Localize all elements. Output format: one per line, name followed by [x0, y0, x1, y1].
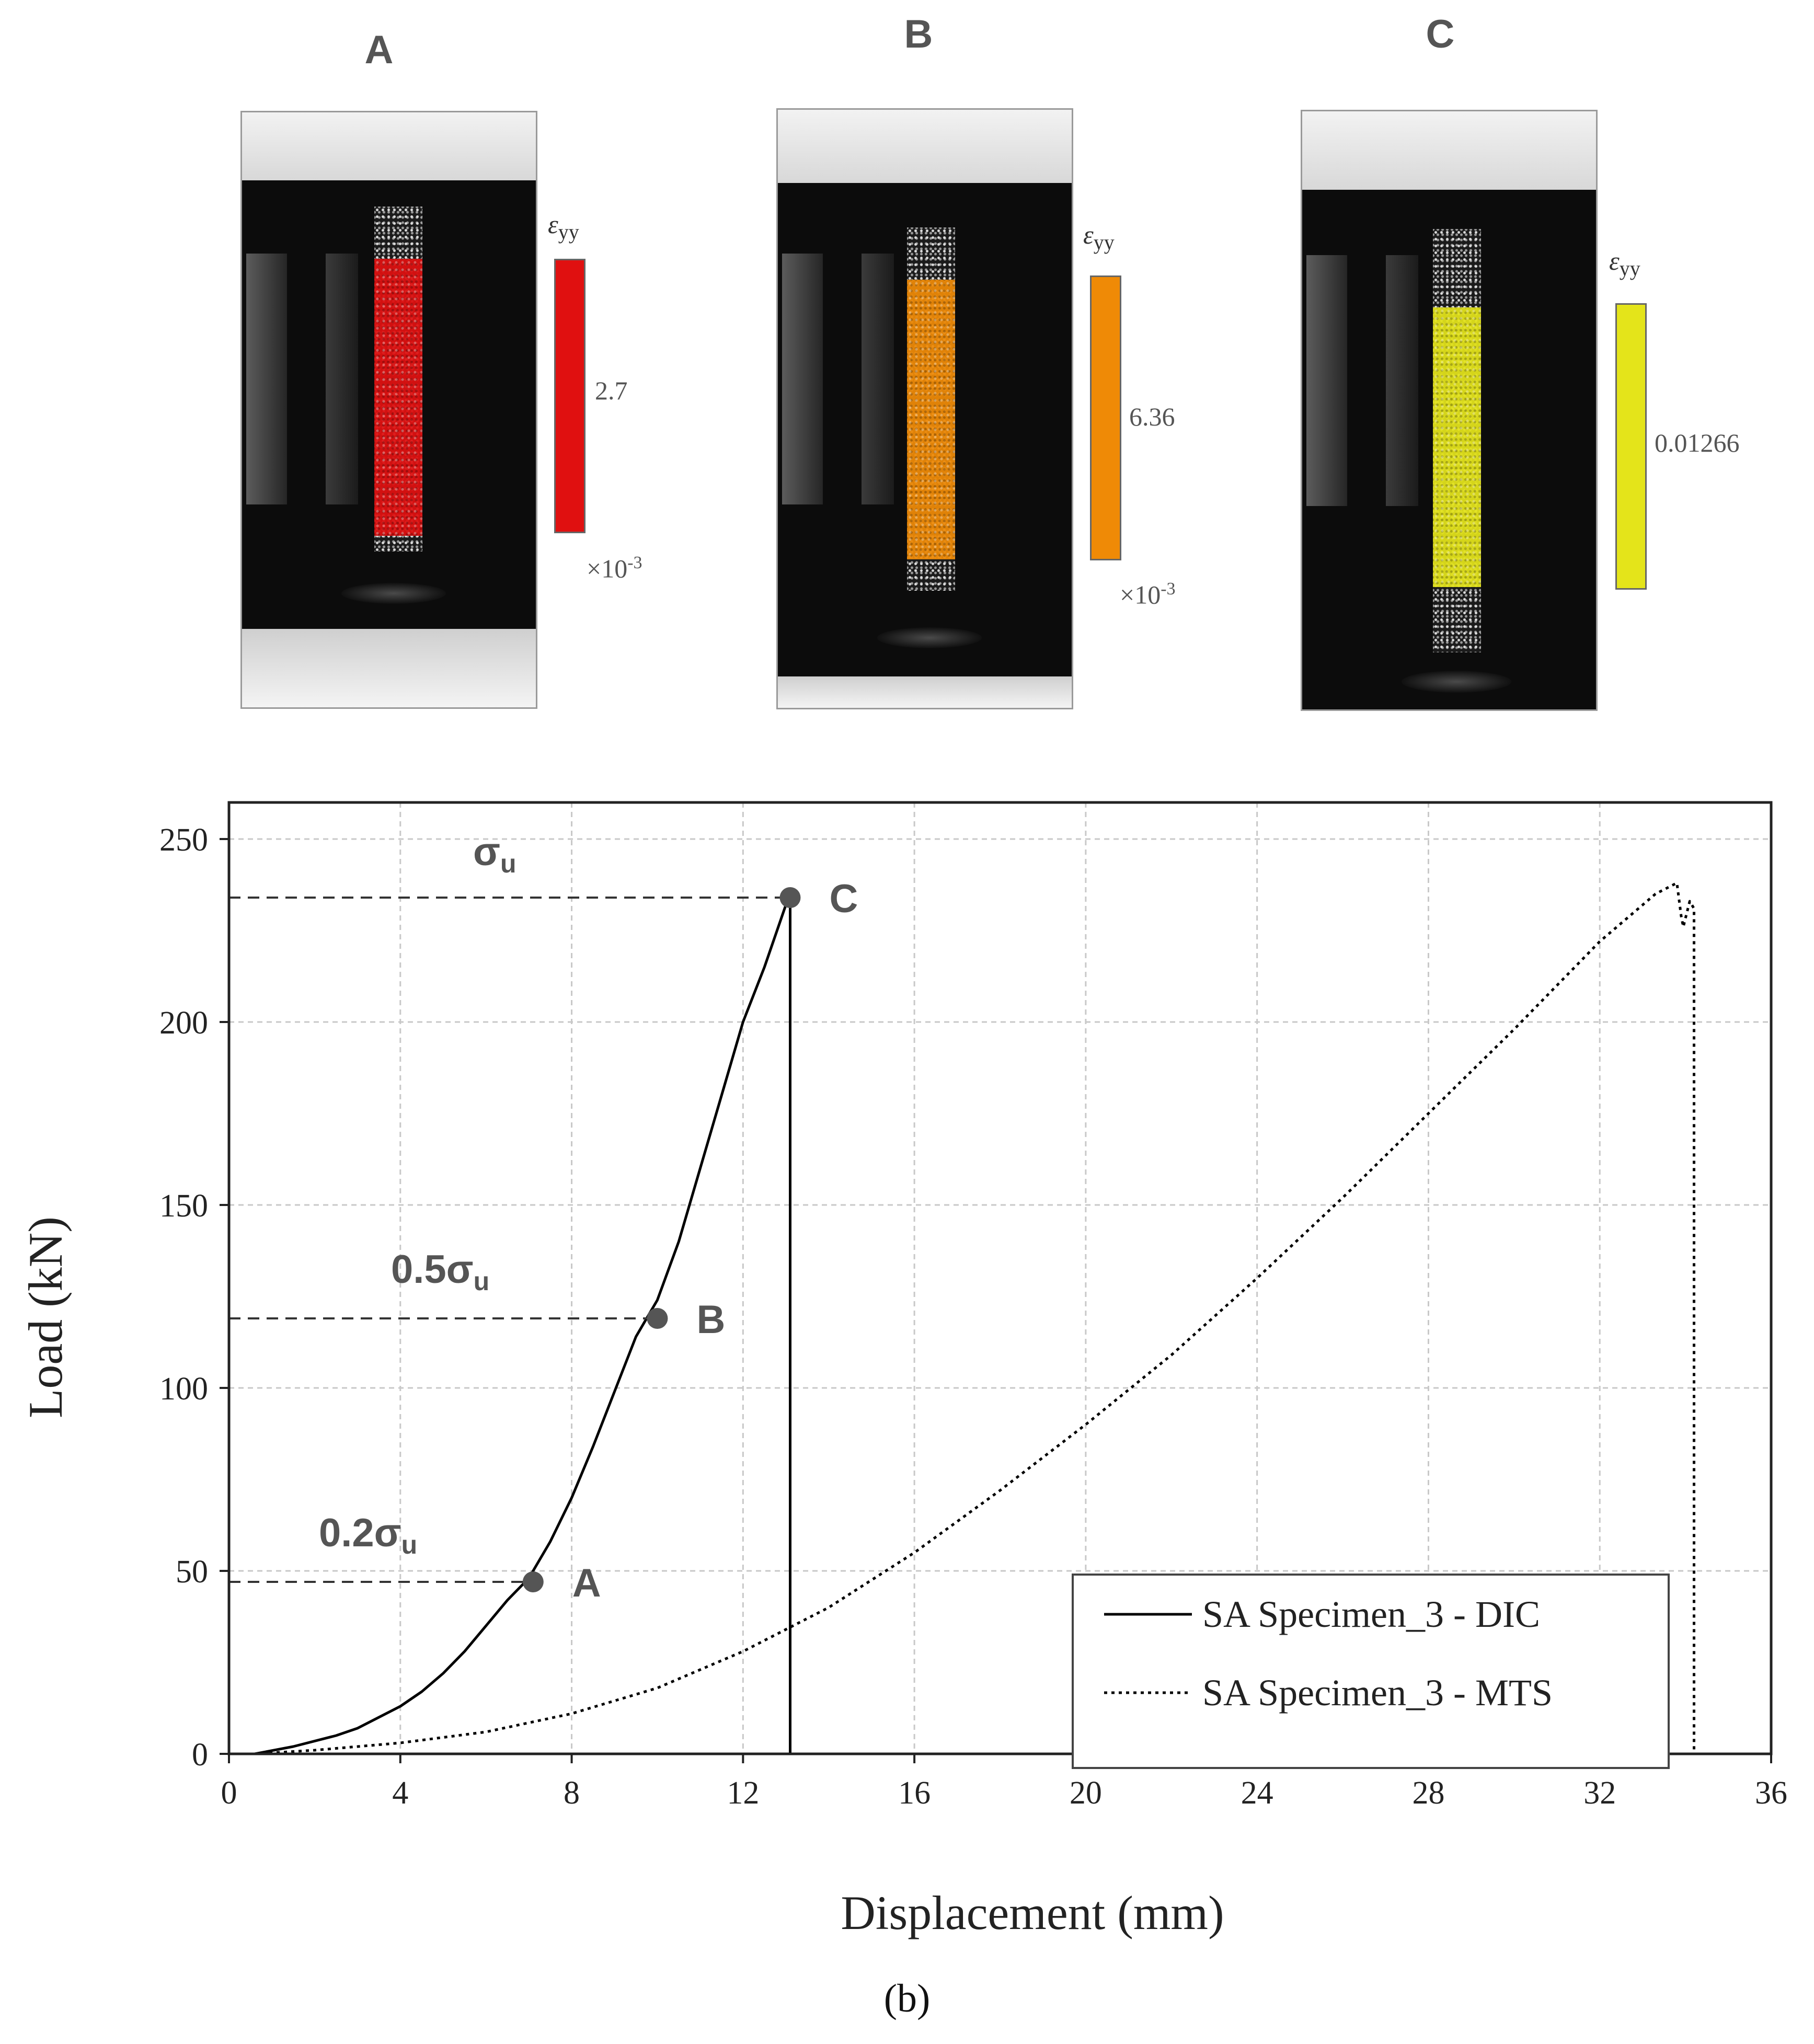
- level-label-b: 0.5σu: [391, 1247, 489, 1296]
- level-label-a: 0.2σu: [319, 1511, 417, 1559]
- y-tick-label: 150: [159, 1188, 208, 1224]
- tick-labels: 0 4 8 12 16 20 24 28 32 36 0 50 100 150 200 250: [159, 822, 1787, 1811]
- marker-point-b: [647, 1308, 668, 1329]
- colorbar-multiplier-b: ×10-3: [1120, 579, 1176, 610]
- y-axis-title: Load (kN): [19, 1216, 72, 1418]
- specimen-photo-a: [240, 111, 537, 709]
- x-tick-label: 28: [1412, 1775, 1444, 1811]
- legend-label-dic: SA Specimen_3 - DIC: [1202, 1593, 1540, 1635]
- colorbar-value-b: 6.36: [1129, 402, 1175, 431]
- legend-label-mts: SA Specimen_3 - MTS: [1202, 1672, 1553, 1714]
- x-tick-label: 32: [1583, 1775, 1616, 1811]
- series-line-dic: [254, 892, 795, 1755]
- colorbar-a: [554, 259, 585, 533]
- level-label-c: σu: [473, 830, 516, 878]
- marker-label-a: A: [572, 1561, 601, 1605]
- y-tick-label: 200: [159, 1005, 208, 1041]
- panel-letter-c: C: [1426, 12, 1455, 56]
- series-layer: [254, 881, 1771, 1755]
- x-tick-label: 20: [1070, 1775, 1102, 1811]
- annotation-layer: A 0.2σu B 0.5σu Cσu: [229, 830, 858, 1605]
- y-tick-label: 250: [159, 822, 208, 858]
- panel-letter-a: A: [364, 28, 394, 72]
- strain-field-c: [1433, 307, 1481, 587]
- x-tick-label: 12: [727, 1775, 759, 1811]
- x-tick-label: 8: [564, 1775, 580, 1811]
- marker-point-a: [522, 1571, 544, 1592]
- colorbar-title-b: εyy: [1083, 220, 1115, 254]
- load-displacement-chart: A 0.2σu B 0.5σu Cσu 0 4 8 12 16 20 24 28 32 36 0 50 100 1…: [19, 801, 1787, 1939]
- specimen-photo-b: [776, 108, 1073, 709]
- strain-field-b: [907, 280, 955, 559]
- colorbar-b: [1090, 275, 1121, 560]
- marker-label-b: B: [696, 1297, 725, 1342]
- colorbar-value-c: 0.01266: [1655, 428, 1740, 457]
- colorbar-multiplier-a: ×10-3: [587, 553, 642, 583]
- colorbar-c: [1615, 303, 1647, 590]
- y-tick-label: 50: [176, 1554, 208, 1590]
- colorbar-title-a: εyy: [548, 210, 579, 244]
- y-tick-label: 0: [192, 1737, 208, 1773]
- x-tick-label: 0: [221, 1775, 237, 1811]
- colorbar-value-a: 2.7: [595, 376, 628, 405]
- panel-letter-b: B: [904, 12, 933, 56]
- marker-label-c: C: [829, 877, 858, 921]
- y-tick-label: 100: [159, 1371, 208, 1407]
- legend: SA Specimen_3 - DIC SA Specimen_3 - MTS: [1072, 1574, 1670, 1769]
- figure-caption: (b): [883, 1977, 931, 2020]
- x-tick-label: 24: [1241, 1775, 1273, 1811]
- marker-point-c: [779, 887, 801, 908]
- x-axis-title: Displacement (mm): [841, 1886, 1224, 1939]
- strain-field-a: [374, 259, 422, 536]
- x-tick-label: 36: [1755, 1775, 1787, 1811]
- colorbar-title-c: εyy: [1609, 246, 1640, 280]
- legend-box: [1072, 1574, 1670, 1769]
- plot-frame: [227, 801, 1773, 1755]
- specimen-photo-c: [1301, 110, 1598, 711]
- x-tick-label: 4: [392, 1775, 408, 1811]
- x-tick-label: 16: [898, 1775, 931, 1811]
